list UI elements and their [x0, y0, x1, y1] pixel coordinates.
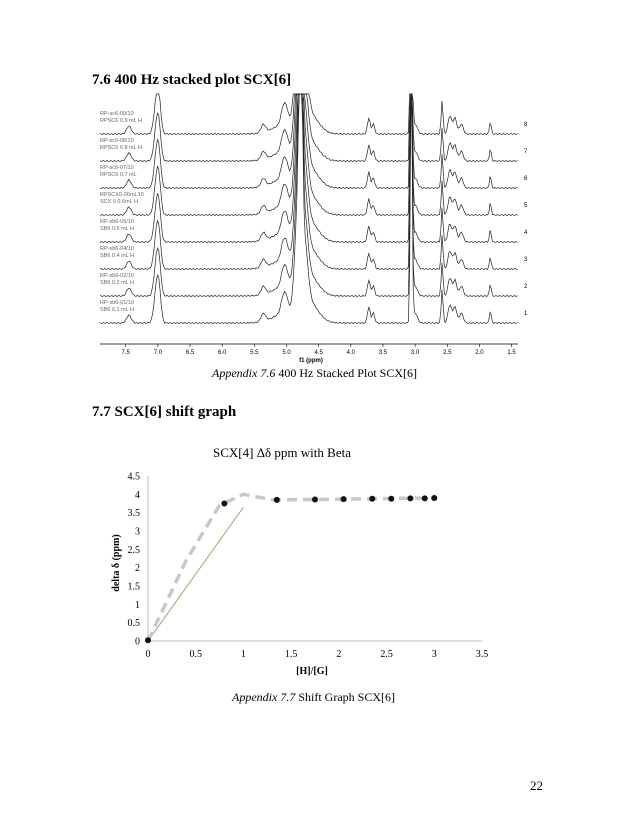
chart-x-tick-label: 2 [336, 649, 341, 660]
chart-x-label: [H]/[G] [296, 666, 328, 677]
caption-7-6-text: 400 Hz Stacked Plot SCX[6] [275, 366, 417, 380]
nmr-trace-index: 1 [524, 311, 528, 317]
nmr-trace-index: 7 [524, 149, 528, 155]
nmr-trace-index: 8 [524, 122, 528, 128]
nmr-x-tick-label: 5.0 [282, 350, 291, 356]
chart-y-tick-label: 2.5 [128, 545, 141, 556]
nmr-trace-index: 5 [524, 203, 528, 209]
nmr-x-tick-label: 2.5 [443, 350, 452, 356]
chart-x-tick-label: 3.5 [476, 649, 489, 660]
chart-x-tick-label: 1.5 [285, 649, 298, 660]
chart-x-tick-label: 2.5 [380, 649, 393, 660]
page-number: 22 [530, 778, 543, 794]
chart-data-point [312, 496, 318, 502]
chart-data-point [145, 637, 151, 643]
chart-data-point [341, 496, 347, 502]
caption-7-7-prefix: Appendix 7.7 [232, 690, 295, 704]
nmr-trace-label: SCX 6 0.6mL H [100, 199, 138, 205]
chart-y-tick-label: 2 [135, 563, 140, 574]
caption-7-6-prefix: Appendix 7.6 [212, 366, 275, 380]
chart-y-tick-label: 3 [135, 527, 140, 538]
chart-y-tick-label: 0.5 [128, 618, 141, 629]
nmr-x-tick-label: 7.5 [122, 350, 131, 356]
chart-y-tick-label: 1 [135, 600, 140, 611]
caption-7-7-text: Shift Graph SCX[6] [295, 690, 395, 704]
nmr-trace-label: SB6 0.1 mL H [100, 307, 134, 313]
chart-x-tick-label: 0 [146, 649, 151, 660]
nmr-trace-index: 4 [524, 230, 528, 236]
nmr-x-tick-label: 6.0 [218, 350, 227, 356]
chart-fit-curve [148, 494, 434, 641]
nmr-x-tick-label: 2.0 [475, 350, 484, 356]
nmr-x-tick-label: 4.5 [314, 350, 323, 356]
chart-y-tick-label: 4.5 [128, 472, 141, 483]
nmr-trace-label: RPSC6 0.7 mL [100, 172, 137, 178]
nmr-x-tick-label: 4.0 [347, 350, 356, 356]
nmr-x-tick-label: 5.5 [250, 350, 259, 356]
nmr-trace-label: SB6 0.5 mL H [100, 226, 134, 232]
nmr-trace [100, 94, 518, 189]
section-heading-7-6: 7.6 400 Hz stacked plot SCX[6] [92, 72, 291, 89]
chart-data-point [369, 496, 375, 502]
chart-y-tick-label: 0 [135, 637, 140, 648]
nmr-x-tick-label: 7.0 [154, 350, 163, 356]
chart-data-point [431, 495, 437, 501]
nmr-trace-label: RP-sb6-01/10 [100, 300, 134, 306]
nmr-x-tick-label: 3.5 [379, 350, 388, 356]
chart-y-label: delta δ (ppm) [111, 534, 122, 591]
nmr-trace-label: RPSC6 0.8 mL H [100, 145, 142, 151]
chart-x-tick-label: 3 [432, 649, 437, 660]
nmr-trace-index: 3 [524, 257, 528, 263]
chart-data-point [388, 496, 394, 502]
nmr-trace-label: RP-sc6-08/10 [100, 138, 134, 144]
chart-data-point [407, 495, 413, 501]
chart-y-tick-label: 3.5 [128, 508, 141, 519]
section-heading-7-7: 7.7 SCX[6] shift graph [92, 404, 236, 421]
nmr-x-tick-label: 1.5 [507, 350, 516, 356]
nmr-trace-label: RP-sb6-05/10 [100, 219, 134, 225]
nmr-trace-label: RP-sc6-07/10 [100, 165, 134, 171]
caption-7-7: Appendix 7.7 Shift Graph SCX[6] [232, 690, 395, 705]
chart-y-tick-label: 1.5 [128, 582, 141, 593]
nmr-x-tick-label: 3.0 [411, 350, 420, 356]
nmr-trace-label: RPSC6 0.9 mL H [100, 118, 142, 124]
chart-data-point [221, 501, 227, 507]
chart-x-tick-label: 1 [241, 649, 246, 660]
nmr-trace-label: RP-sc6-09/10 [100, 111, 134, 117]
chart-data-point [422, 495, 428, 501]
nmr-trace-label: RP-sb6-02/10 [100, 273, 134, 279]
chart-title: SCX[4] Δδ ppm with Beta [213, 445, 351, 460]
chart-y-tick-label: 4 [135, 490, 140, 501]
shift-graph: SCX[4] Δδ ppm with Beta 0 0.5 1 1.5 2 2.5 3 3.5… [92, 440, 502, 680]
chart-x-tick-label: 0.5 [189, 649, 202, 660]
nmr-trace-label: SB6 0.4 mL H [100, 253, 134, 259]
nmr-x-label: f1 (ppm) [299, 358, 323, 364]
nmr-trace-index: 6 [524, 176, 528, 182]
nmr-trace-label: RPSCX6-06mL10 [100, 192, 144, 198]
chart-data-point [274, 497, 280, 503]
nmr-trace-label: SB6 0.2 mL H [100, 280, 134, 286]
nmr-x-tick-label: 6.5 [186, 350, 195, 356]
chart-linear-line [148, 507, 243, 641]
caption-7-6: Appendix 7.6 400 Hz Stacked Plot SCX[6] [212, 366, 417, 381]
nmr-trace-index: 2 [524, 284, 528, 290]
nmr-trace-label: RP-sb6-04/10 [100, 246, 134, 252]
